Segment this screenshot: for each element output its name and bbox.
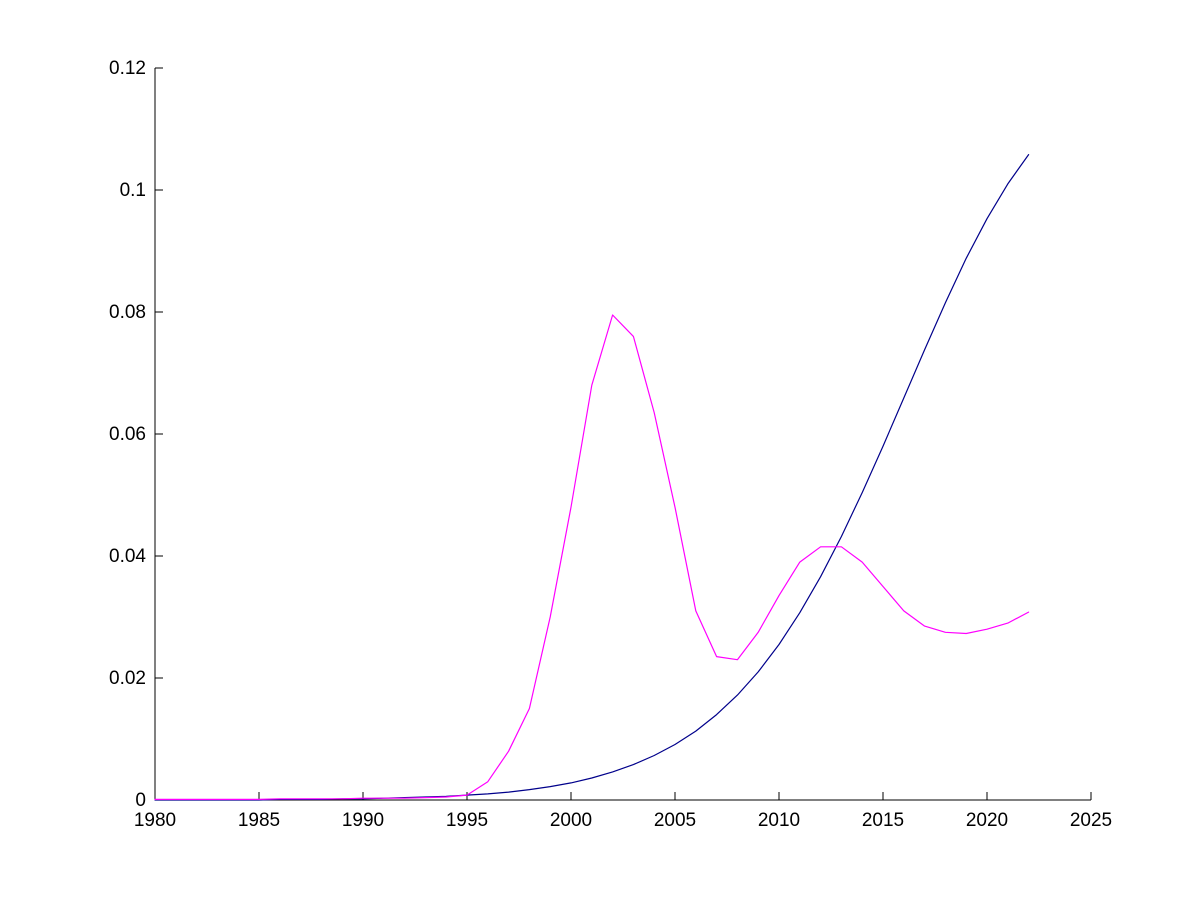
y-tick-label: 0.1 <box>120 180 146 201</box>
x-tick-label: 1980 <box>134 810 176 831</box>
x-tick-label: 1990 <box>342 810 384 831</box>
y-tick-label: 0.04 <box>109 546 146 567</box>
x-tick-label: 2010 <box>758 810 800 831</box>
series-line-series-1 <box>154 154 1030 801</box>
x-tick-label: 2005 <box>654 810 696 831</box>
y-tick-label: 0.02 <box>109 668 146 689</box>
x-tick-label: 1985 <box>238 810 280 831</box>
x-tick-label: 2015 <box>862 810 904 831</box>
x-tick-label: 2000 <box>550 810 592 831</box>
y-tick-label: 0.12 <box>109 58 146 79</box>
x-tick-label: 2025 <box>1070 810 1112 831</box>
series-line-series-2 <box>154 314 1030 801</box>
x-tick-label: 2020 <box>966 810 1008 831</box>
y-tick-label: 0 <box>135 790 146 811</box>
y-tick-label: 0.08 <box>109 302 146 323</box>
x-tick-label: 1995 <box>446 810 488 831</box>
y-tick-label: 0.06 <box>109 424 146 445</box>
